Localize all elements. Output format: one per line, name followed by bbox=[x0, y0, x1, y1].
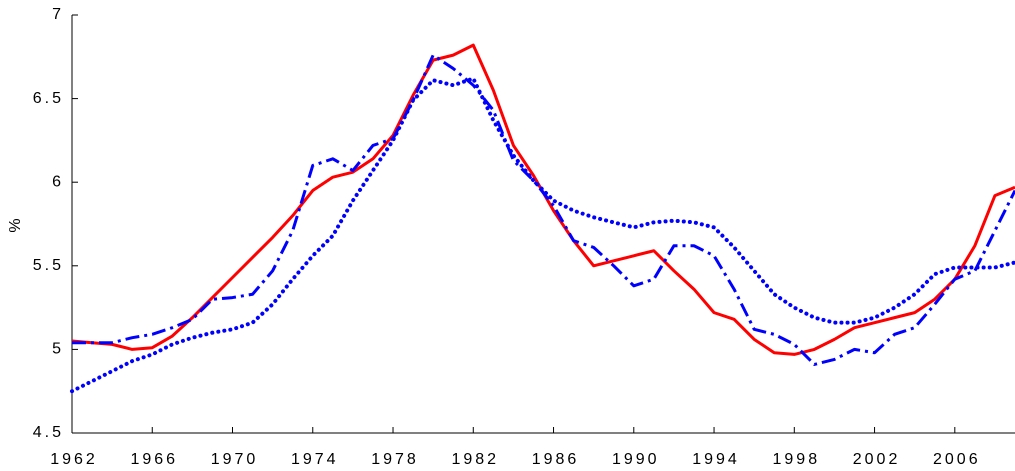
x-tick-label: 1966 bbox=[130, 451, 178, 468]
x-tick-label: 1990 bbox=[612, 451, 660, 468]
x-tick-label: 1974 bbox=[291, 451, 339, 468]
x-tick-label: 2002 bbox=[853, 451, 901, 468]
series-line bbox=[70, 76, 1015, 394]
x-tick-label: 1982 bbox=[451, 451, 499, 468]
x-tick-label: 1970 bbox=[211, 451, 259, 468]
y-tick-label: 7 bbox=[52, 6, 64, 23]
x-tick-label: 1978 bbox=[371, 451, 419, 468]
y-tick-label: 6 bbox=[52, 173, 64, 190]
y-tick-label: 6.5 bbox=[33, 90, 64, 107]
y-tick-label: 4.5 bbox=[33, 424, 64, 441]
x-tick-label: 2006 bbox=[933, 451, 981, 468]
series-line bbox=[71, 43, 1015, 356]
y-tick-label: 5.5 bbox=[33, 257, 64, 274]
y-axis-label: % bbox=[7, 215, 24, 232]
y-tick-label: 5 bbox=[52, 341, 64, 358]
x-tick-label: 1994 bbox=[692, 451, 740, 468]
x-tick-label: 1962 bbox=[50, 451, 98, 468]
x-tick-label: 1998 bbox=[773, 451, 821, 468]
x-tick-label: 1986 bbox=[532, 451, 580, 468]
series-line bbox=[72, 53, 1015, 366]
